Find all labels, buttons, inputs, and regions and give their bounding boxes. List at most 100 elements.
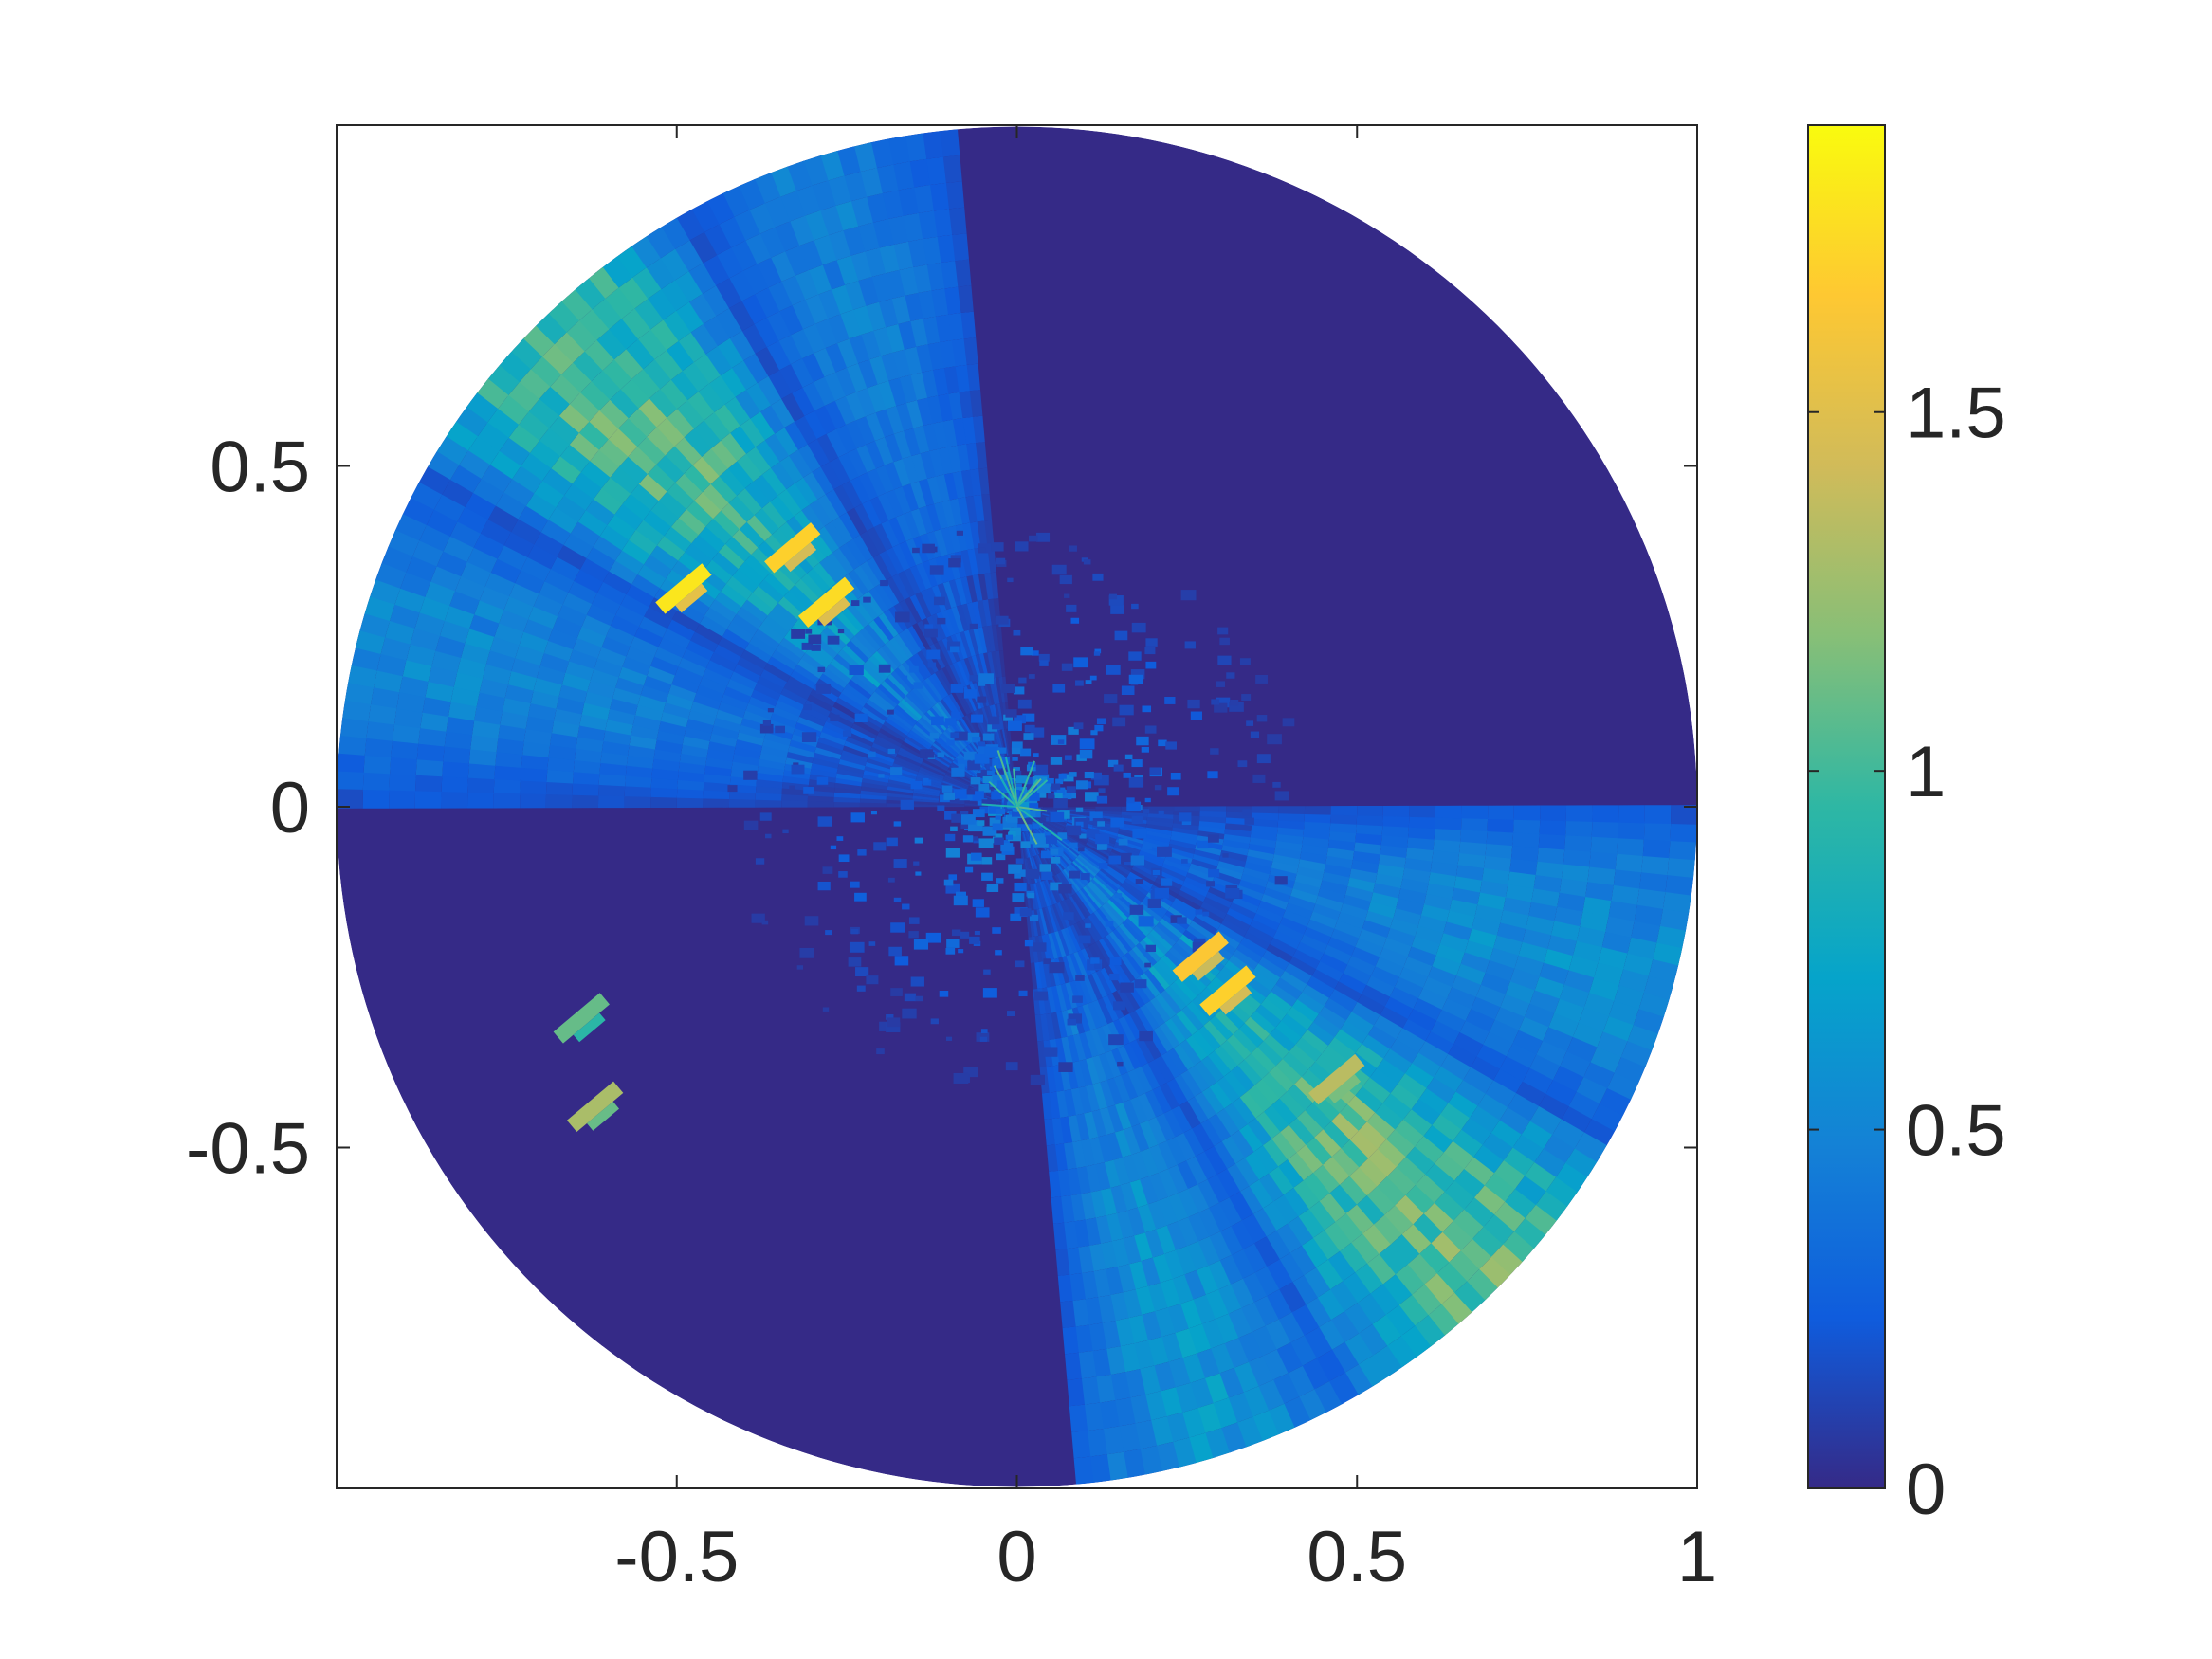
sector-cell: [1039, 819, 1063, 834]
sector-cell: [807, 264, 832, 296]
sector-cell: [1186, 1096, 1210, 1124]
sector-cell: [865, 441, 885, 469]
sector-cell: [704, 559, 733, 585]
speckle-cell: [1069, 772, 1077, 777]
speckle-cell: [1045, 835, 1058, 844]
sector-cell: [1007, 728, 1013, 756]
sector-cell: [891, 349, 911, 378]
speckle-cell: [1066, 786, 1076, 793]
speckle-cell: [1274, 791, 1289, 801]
sector-cell: [1059, 871, 1077, 895]
sector-cell: [1389, 1038, 1419, 1064]
sector-cell: [1272, 929, 1301, 950]
sector-cell: [1472, 1225, 1505, 1257]
sector-cell: [486, 409, 520, 440]
sector-cell: [598, 774, 626, 788]
speckle-cell: [1005, 834, 1014, 840]
speckle-cell: [1181, 818, 1192, 826]
sector-cell: [1398, 1293, 1431, 1326]
sector-cell: [1069, 953, 1084, 979]
speckle-cell: [1154, 785, 1162, 791]
sector-cell: [1432, 954, 1462, 976]
sector-cell: [891, 161, 915, 191]
sector-cell: [1087, 882, 1107, 904]
speckle-cell: [1120, 982, 1134, 993]
speckle-cell: [1043, 958, 1051, 965]
sector-cell: [885, 640, 905, 665]
sector-cell: [1486, 830, 1514, 847]
sector-cell: [1129, 1010, 1149, 1037]
sector-cell: [1311, 968, 1340, 991]
sector-cell: [753, 317, 779, 348]
sector-cell: [519, 631, 549, 655]
sector-cell: [800, 504, 825, 533]
sector-cell: [1164, 1017, 1187, 1045]
sector-cell: [1634, 902, 1664, 926]
speckle-cell: [945, 947, 956, 955]
speckle-cell: [1024, 939, 1033, 947]
speckle-cell: [1001, 684, 1015, 694]
sector-cell: [586, 604, 616, 628]
speckle-cell: [951, 813, 964, 823]
sector-cell: [721, 694, 749, 712]
sector-cell: [1144, 1089, 1165, 1118]
sector-cell: [529, 440, 560, 470]
sector-cell: [498, 351, 531, 384]
sector-cell: [1234, 1361, 1261, 1393]
sector-cell: [830, 284, 853, 315]
sector-cell: [496, 545, 528, 572]
sector-cell: [938, 804, 965, 808]
sector-cell: [560, 289, 593, 322]
sector-cell: [1102, 903, 1123, 926]
speckle-cell: [1013, 629, 1021, 636]
sector-cell: [1051, 1012, 1063, 1040]
sector-cell: [643, 675, 672, 695]
sector-cell: [789, 358, 814, 389]
sector-cell: [1145, 823, 1173, 831]
sector-cell: [588, 410, 619, 441]
sector-cell: [954, 364, 970, 392]
sector-cell: [1292, 880, 1321, 897]
sector-cell: [363, 755, 392, 776]
speckle-cell: [805, 629, 813, 634]
speckle-cell: [991, 791, 1004, 800]
sector-cell: [912, 793, 940, 799]
sector-cell: [646, 289, 676, 321]
sector-cell: [526, 544, 558, 571]
sector-cell: [1060, 983, 1073, 1011]
sector-cell: [1052, 1222, 1069, 1250]
sector-cell: [1163, 858, 1190, 873]
sector-cell: [1166, 1078, 1188, 1106]
sector-cell: [1244, 861, 1272, 875]
speckle-cell: [969, 791, 984, 801]
sector-cell: [1263, 1138, 1289, 1167]
sector-cell: [1252, 818, 1279, 828]
speckle-cell: [873, 842, 887, 851]
sector-cell: [954, 632, 968, 660]
sector-cell: [741, 354, 769, 384]
speckle-cell: [1217, 627, 1229, 635]
sector-cell: [793, 664, 820, 684]
sector-cell: [1199, 815, 1226, 824]
sector-cell: [814, 319, 838, 349]
speckle-cell: [727, 785, 738, 793]
sector-cell: [514, 570, 545, 595]
sector-cell: [572, 783, 599, 797]
speckle-cell: [1117, 1061, 1124, 1066]
sector-cell: [885, 489, 904, 518]
sector-cell: [885, 576, 905, 604]
sector-cell: [1105, 861, 1129, 879]
speckle-cell: [909, 665, 919, 673]
sector-cell: [814, 747, 842, 760]
sector-cell: [1072, 1060, 1087, 1088]
speckle-cell: [1119, 852, 1132, 863]
sector-cell: [649, 501, 679, 528]
sector-cell: [1236, 884, 1264, 901]
sector-cell: [1343, 893, 1371, 911]
sector-cell: [753, 629, 780, 651]
sector-cell: [1264, 1104, 1290, 1133]
sector-cell: [907, 158, 930, 188]
sector-cell: [541, 468, 573, 498]
sector-cell: [758, 622, 784, 645]
sector-cell: [1084, 846, 1108, 862]
